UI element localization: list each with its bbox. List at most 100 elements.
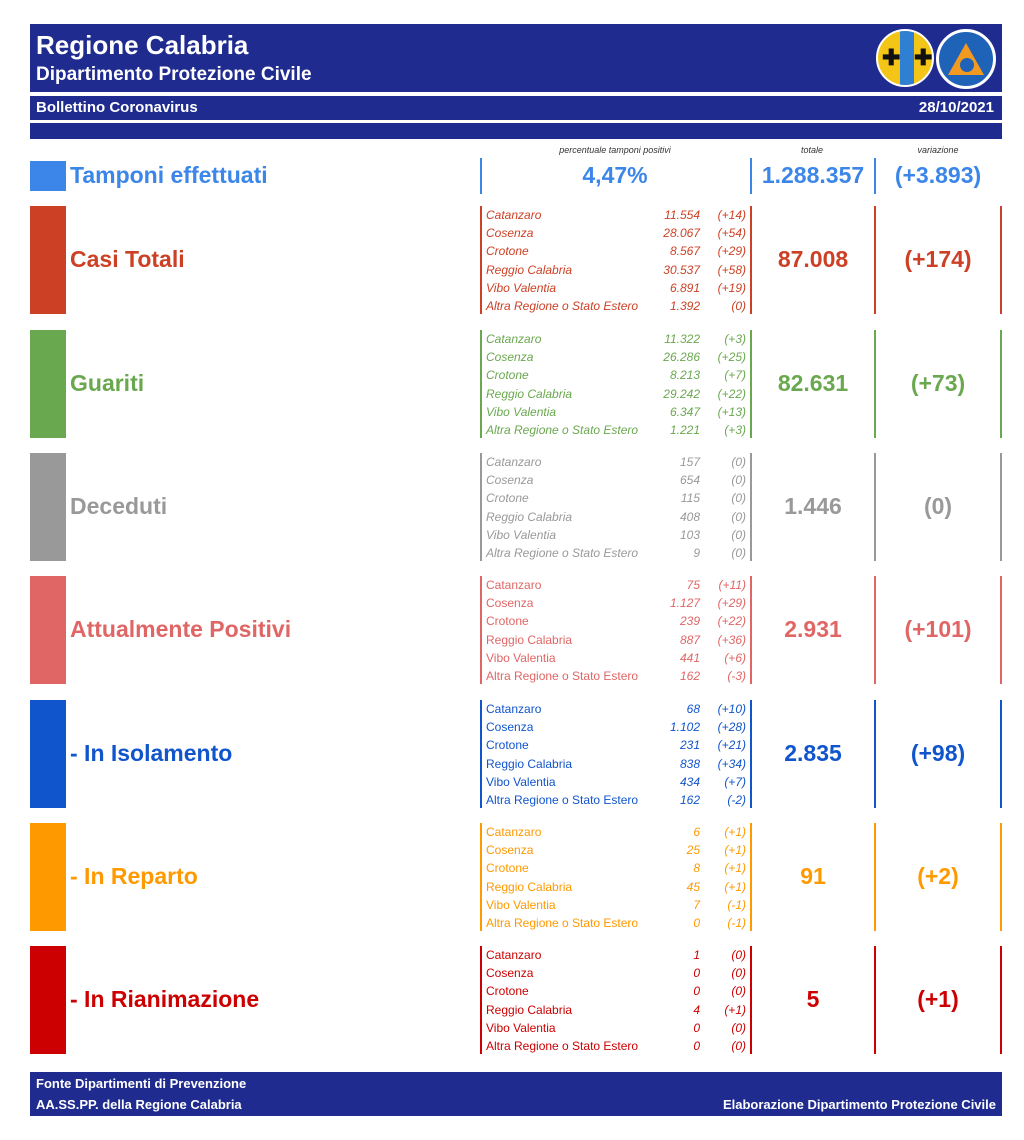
province-row: Cosenza 654 (0) (486, 473, 756, 491)
section-divider-left (480, 453, 482, 561)
province-value: 231 (679, 738, 700, 753)
province-list: Catanzaro 75 (+11) Cosenza 1.127 (+29) Crotone… (486, 578, 756, 683)
section-change: (+1) (917, 986, 959, 1012)
province-row: Altra Regione o Stato Estero 162 (-2) (486, 793, 756, 811)
section-swatch (30, 946, 66, 1054)
province-row: Cosenza 0 (0) (486, 966, 756, 984)
province-value: 7 (693, 897, 700, 912)
section-total: 87.008 (777, 246, 849, 272)
section-divider-mid (750, 453, 752, 561)
province-delta: (+28) (717, 720, 746, 735)
province-delta: (+1) (724, 843, 746, 858)
header-subtitle: Dipartimento Protezione Civile (36, 64, 312, 85)
province-row: Altra Regione o Stato Estero 1.221 (+3) (486, 423, 756, 441)
province-value: 1.127 (669, 596, 700, 611)
section-swatch (30, 823, 66, 931)
province-name: Cosenza (486, 720, 534, 735)
section-divider-end (1000, 453, 1002, 561)
province-value: 1.392 (669, 299, 700, 313)
province-name: Crotone (486, 861, 529, 876)
section-change: (+73) (910, 370, 966, 396)
header-title: Regione Calabria (36, 30, 249, 60)
province-row: Catanzaro 6 (+1) (486, 825, 756, 843)
province-name: Vibo Valentia (486, 280, 557, 295)
section-label: Attualmente Positivi (70, 616, 292, 642)
province-delta: (+7) (724, 774, 746, 789)
province-delta: (+19) (717, 280, 746, 295)
province-value: 162 (679, 669, 700, 683)
province-row: Altra Regione o Stato Estero 1.392 (0) (486, 299, 756, 317)
footer-source-line1: Fonte Dipartimenti di Prevenzione (36, 1076, 247, 1091)
province-name: Reggio Calabria (486, 756, 573, 771)
province-row: Crotone 0 (0) (486, 984, 756, 1002)
section-change: (+174) (904, 246, 972, 272)
province-value: 441 (679, 650, 700, 665)
section-total: 82.631 (777, 370, 849, 396)
province-delta: (+1) (724, 879, 746, 894)
section-divider-right (874, 576, 876, 684)
province-delta: (0) (731, 473, 746, 488)
province-row: Altra Regione o Stato Estero 9 (0) (486, 546, 756, 564)
province-name: Vibo Valentia (486, 897, 556, 912)
province-value: 11.554 (664, 208, 700, 222)
section-total: 2.931 (784, 616, 842, 642)
province-value: 434 (679, 774, 700, 789)
province-value: 0 (693, 984, 700, 999)
province-delta: (0) (731, 527, 746, 542)
province-delta: (+29) (717, 244, 746, 259)
province-value: 157 (679, 455, 700, 469)
province-delta: (+21) (717, 738, 746, 753)
section-divider-left (480, 946, 482, 1054)
province-delta: (+1) (724, 1002, 746, 1017)
column-header-total: totale (800, 145, 824, 155)
section-change: (+101) (904, 616, 972, 642)
province-row: Cosenza 1.127 (+29) (486, 596, 756, 614)
section-divider-right (874, 700, 876, 808)
province-row: Reggio Calabria 30.537 (+58) (486, 263, 756, 281)
province-name: Cosenza (486, 966, 534, 981)
province-delta: (+34) (717, 756, 746, 771)
province-name: Altra Regione o Stato Estero (486, 916, 639, 930)
province-name: Altra Regione o Stato Estero (486, 299, 639, 313)
section-divider-mid (750, 946, 752, 1054)
section-change: (+98) (910, 740, 966, 766)
province-name: Vibo Valentia (486, 404, 557, 419)
province-delta: (+29) (717, 596, 746, 611)
province-value: 9 (693, 546, 700, 560)
province-row: Reggio Calabria 45 (+1) (486, 880, 756, 898)
province-value: 0 (693, 966, 700, 981)
section-divider-mid (750, 330, 752, 438)
province-value: 162 (679, 793, 700, 807)
tamponi-change: (+3.893) (894, 162, 982, 188)
section-row: - In Reparto Catanzaro 6 (+1) Cosenza 25 (+1) C… (30, 823, 1002, 931)
province-row: Cosenza 26.286 (+25) (486, 350, 756, 368)
section-divider-left (480, 330, 482, 438)
province-row: Reggio Calabria 29.242 (+22) (486, 387, 756, 405)
province-value: 26.286 (663, 350, 700, 365)
province-name: Catanzaro (486, 702, 542, 716)
section-change: (0) (923, 493, 953, 519)
province-name: Catanzaro (486, 208, 542, 222)
section-row: - In Rianimazione Catanzaro 1 (0) Cosenza 0 (0… (30, 946, 1002, 1054)
province-name: Catanzaro (486, 948, 542, 962)
section-label: - In Reparto (70, 863, 198, 889)
province-row: Catanzaro 11.322 (+3) (486, 332, 756, 350)
province-delta: (0) (731, 509, 746, 524)
province-value: 838 (679, 756, 700, 771)
province-name: Reggio Calabria (486, 262, 573, 277)
province-name: Crotone (486, 984, 529, 999)
tamponi-percentage: 4,47% (582, 162, 648, 188)
province-delta: (+7) (724, 368, 746, 383)
section-label: - In Isolamento (70, 740, 233, 766)
section-divider-right (874, 206, 876, 314)
section-total: 91 (800, 863, 826, 889)
province-name: Crotone (486, 368, 529, 383)
province-row: Altra Regione o Stato Estero 162 (-3) (486, 669, 756, 687)
section-swatch (30, 330, 66, 438)
province-value: 408 (679, 509, 700, 524)
province-value: 25 (686, 843, 700, 858)
province-name: Reggio Calabria (486, 879, 573, 894)
province-delta: (+1) (724, 861, 746, 876)
province-delta: (0) (731, 984, 746, 999)
section-divider-mid (750, 576, 752, 684)
